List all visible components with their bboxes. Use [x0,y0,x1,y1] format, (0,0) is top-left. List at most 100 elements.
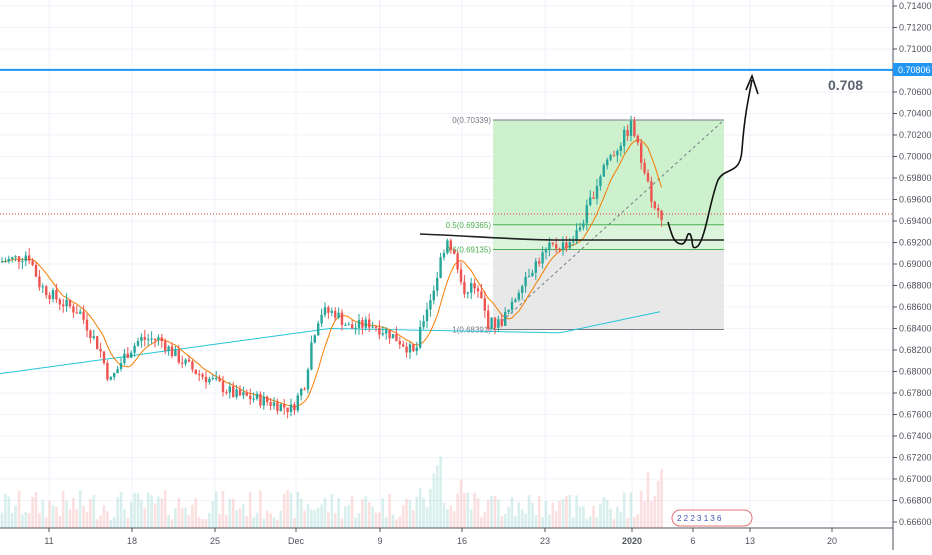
volume-bar [191,504,194,528]
volume-bar [350,496,354,528]
volume-bar [381,498,385,528]
candle-body [133,345,136,353]
forecast-freehand-arrow[interactable] [667,79,753,249]
candle-body [395,334,398,342]
volume-bar [0,512,4,528]
volume-bar [146,492,150,528]
volume-bar [262,518,266,528]
volume-bar [517,502,521,528]
candle-body [582,223,585,228]
volume-bar [187,515,191,528]
candle-body [626,129,629,136]
volume-bar [622,492,626,528]
volume-bar [466,492,470,528]
y-tick-label: 0.70000 [899,152,932,162]
volume-bar [439,456,442,528]
candle-body [487,310,490,329]
volume-bar [483,512,487,528]
volume-bar [163,490,167,528]
candle-body [153,338,157,341]
candle-body [143,337,146,340]
candle-body [531,272,534,277]
candle-body [544,249,548,253]
candle-body [415,347,418,352]
y-tick-label: 0.68400 [899,324,932,334]
candle-body [340,312,344,326]
candle-body [323,307,327,315]
time-axis[interactable]: 11 18 25 Dec 9 16 23 2020 6 13 20 [0,527,893,546]
candle-body [62,304,65,307]
candle-body [232,386,235,397]
volume-bar [588,516,592,528]
candle-body [636,135,639,143]
candle-body [578,227,582,231]
volume-bar [248,492,252,528]
volume-bar [306,504,310,528]
x-tick-label: 16 [457,536,467,546]
price-axis[interactable]: 0.714000.712000.710000.708000.706000.704… [892,0,932,550]
volume-bar [527,495,531,528]
candle-body [28,255,31,261]
volume-bar [296,491,300,528]
volume-bar [639,490,643,528]
volume-bar [197,516,201,528]
volume-bar [650,501,653,528]
y-tick-label: 0.68600 [899,302,932,312]
support-trendline[interactable] [419,233,724,241]
volume-bar [524,513,527,528]
candle-body [116,368,119,374]
volume-bar [585,518,589,528]
y-tick-label: 0.69000 [899,259,932,269]
candle-body [432,290,435,301]
volume-bar [595,517,599,528]
fib-level-label: 0(0.70339) [452,116,491,125]
arrowhead-icon [745,73,759,95]
candle-body [500,319,503,326]
candle-body [378,327,381,335]
candle-body [89,330,92,339]
volume-bar [150,495,153,528]
fib-level-label: 1(0.68391) [452,325,491,334]
candle-body [211,378,214,380]
candle-body [453,250,456,254]
volume-bar [259,490,262,528]
fibonacci-retracement[interactable]: 0(0.70339) 0.5(0.69365) 0.6(0.69135) 1(0.68… [446,116,725,334]
events-badge[interactable]: 2 2 2 3 1 3 6 [671,509,753,527]
volume-bar [323,497,327,528]
candle-body [167,346,170,351]
volume-bar [541,517,544,528]
volume-bar [367,502,371,528]
volume-bar [231,498,235,528]
volume-bar [534,514,538,528]
volume-bar [38,512,41,528]
volume-bar [605,499,609,528]
volume-bar [429,488,432,528]
volume-bar [34,492,38,528]
candle-body [541,252,544,264]
fib-trend-line [492,119,725,330]
y-tick-label: 0.69800 [899,173,932,183]
volume-bar [401,505,405,528]
candle-body [371,326,374,328]
candle-body [538,261,541,264]
y-tick-label: 0.71200 [899,23,932,33]
y-tick-label: 0.66600 [899,517,932,527]
candle-body [585,205,588,224]
candle-body [283,404,286,408]
volume-bar [225,515,228,528]
volume-bar [507,507,510,528]
volume-bar [354,517,357,528]
candle-body [119,363,123,369]
volume-bar [347,505,351,528]
volume-bar [180,508,184,528]
y-tick-label: 0.68000 [899,367,932,377]
candle-body [102,351,106,363]
y-tick-label: 0.68800 [899,281,932,291]
volume-bar [544,500,548,528]
candle-body [279,404,282,411]
candle-body [92,336,95,339]
volume-bar [425,507,429,528]
candle-body [34,265,38,277]
candle-body [504,312,507,326]
